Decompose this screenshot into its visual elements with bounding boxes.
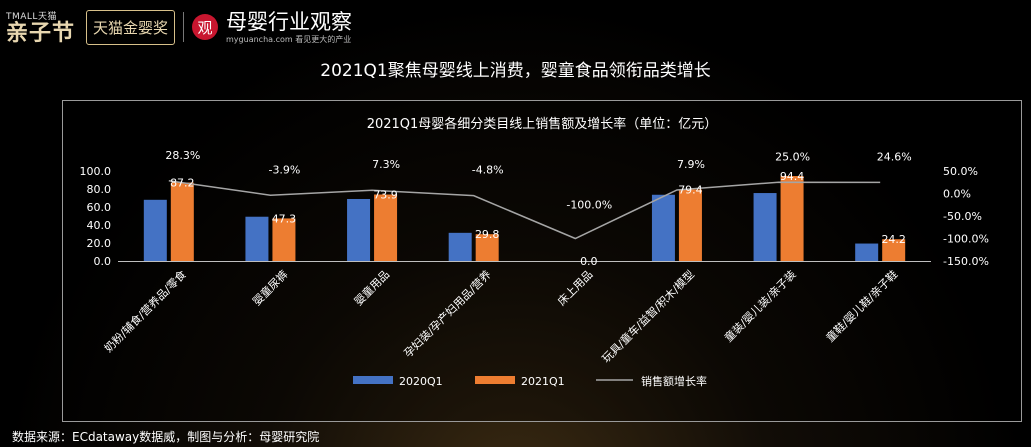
x-category-label: 童装/婴儿装/亲子装	[721, 267, 798, 344]
brand-text: 母婴行业观察 myguancha.com 看见更大的产业	[226, 10, 352, 45]
bar-2021q1	[475, 234, 499, 261]
award-badge: 天猫金婴奖	[86, 9, 176, 45]
brand-subtitle: myguancha.com 看见更大的产业	[226, 34, 352, 44]
y-right-tick-label: -50.0%	[943, 210, 982, 223]
chart-axes: 100.0 80.0 60.0 40.0 20.0 0.0 50.0% 0.0% -50.0% -…	[80, 165, 989, 268]
x-category-label: 婴童用品	[351, 267, 392, 308]
bar-2020q1	[448, 232, 472, 261]
bar-value-label: 0.0	[580, 255, 598, 268]
y-right-tick-label: -100.0%	[943, 233, 989, 246]
chart-labels: 87.2 47.3 73.9 29.8 0.0 79.4 94.4 24.2 28.3% -3.9…	[165, 149, 911, 268]
y-left-tick-label: 80.0	[87, 183, 112, 196]
y-left-tick-label: 0.0	[94, 255, 112, 268]
bar-value-label: 79.4	[678, 184, 703, 197]
chart-svg: 2021Q1母婴各细分类目线上销售额及增长率（单位：亿元） 100.0 80.0 6…	[80, 116, 989, 388]
bar-value-label: 94.4	[780, 170, 805, 183]
chart-title: 2021Q1母婴各细分类目线上销售额及增长率（单位：亿元）	[367, 116, 718, 132]
bar-2021q1	[374, 194, 398, 261]
x-category-label: 奶粉/辅食/营养品/零食	[101, 267, 189, 355]
bar-2021q1	[678, 189, 702, 261]
chart-legend: 2020Q1 2021Q1 销售额增长率	[353, 374, 707, 388]
bar-2021q1	[170, 182, 194, 261]
guancha-logo-icon: 观	[192, 14, 219, 40]
y-left-tick-label: 60.0	[87, 201, 112, 214]
tmall-logo: TMALL天猫 亲子节	[6, 9, 78, 46]
growth-rate-label: 24.6%	[877, 150, 912, 163]
growth-rate-label: -3.9%	[268, 163, 300, 176]
legend-swatch-2021q1	[475, 376, 515, 384]
growth-rate-label: 28.3%	[165, 149, 200, 162]
bar-2021q1	[882, 239, 906, 261]
bar-value-label: 87.2	[170, 177, 195, 190]
x-category-label: 孕妇装/孕产妇用品/营养	[401, 267, 494, 360]
bar-value-label: 24.2	[881, 233, 906, 246]
bar-2020q1	[245, 216, 269, 261]
tmall-festival-text: 亲子节	[6, 20, 76, 46]
growth-rate-label: -4.8%	[472, 164, 504, 177]
growth-rate-line	[168, 180, 881, 240]
y-right-tick-label: 0.0%	[943, 188, 971, 201]
y-left-tick-label: 100.0	[80, 165, 112, 178]
bar-2020q1	[347, 198, 371, 261]
brand-divider	[183, 12, 185, 42]
x-category-label: 童鞋/婴儿鞋/亲子鞋	[823, 267, 900, 344]
tmall-small-text: TMALL天猫	[6, 11, 57, 22]
bar-2020q1	[143, 199, 167, 261]
bar-value-label: 47.3	[272, 212, 297, 225]
bar-value-label: 73.9	[373, 188, 398, 201]
x-category-label: 玩具/童车/益智/积木/模型	[599, 267, 697, 365]
data-source-note: 数据来源：ECdataway数据威，制图与分析：母婴研究院	[12, 430, 320, 444]
y-left-tick-label: 20.0	[87, 237, 112, 250]
x-category-label: 床上用品	[554, 267, 595, 308]
growth-rate-label: 7.9%	[677, 158, 705, 171]
bar-2020q1	[855, 243, 879, 261]
x-category-label: 婴童尿裤	[250, 267, 291, 308]
legend-label-growth: 销售额增长率	[641, 374, 707, 388]
growth-rate-label: 7.3%	[372, 158, 400, 171]
page-title: 2021Q1聚焦母婴线上消费，婴童食品领衔品类增长	[320, 61, 711, 81]
bar-2020q1	[753, 193, 777, 261]
bar-value-label: 29.8	[475, 228, 500, 241]
x-axis-labels: 奶粉/辅食/营养品/零食 婴童尿裤 婴童用品 孕妇装/孕产妇用品/营养 床上用品 玩具/童…	[101, 267, 900, 365]
y-left-tick-label: 40.0	[87, 219, 112, 232]
y-right-tick-label: -150.0%	[943, 255, 989, 268]
legend-swatch-2020q1	[353, 376, 393, 384]
legend-label-2021q1: 2021Q1	[521, 375, 565, 388]
growth-rate-label: -100.0%	[566, 199, 612, 212]
legend-label-2020q1: 2020Q1	[399, 375, 443, 388]
bar-2021q1	[272, 218, 296, 261]
growth-rate-label: 25.0%	[775, 150, 810, 163]
chart-bars	[143, 176, 906, 261]
y-right-tick-label: 50.0%	[943, 165, 978, 178]
chart-panel: 2021Q1母婴各细分类目线上销售额及增长率（单位：亿元） 100.0 80.0 6…	[62, 100, 1022, 422]
growth-line-layer	[168, 180, 881, 240]
bar-2020q1	[651, 194, 675, 261]
brand-name: 母婴行业观察	[226, 9, 353, 34]
bar-2021q1	[780, 176, 804, 261]
brand-bar: TMALL天猫 亲子节 天猫金婴奖 观 母婴行业观察 myguancha.com…	[6, 4, 352, 50]
